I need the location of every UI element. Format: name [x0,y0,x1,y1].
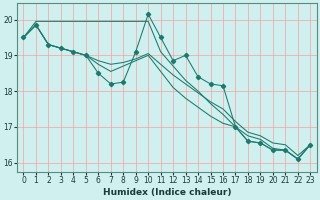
X-axis label: Humidex (Indice chaleur): Humidex (Indice chaleur) [103,188,231,197]
